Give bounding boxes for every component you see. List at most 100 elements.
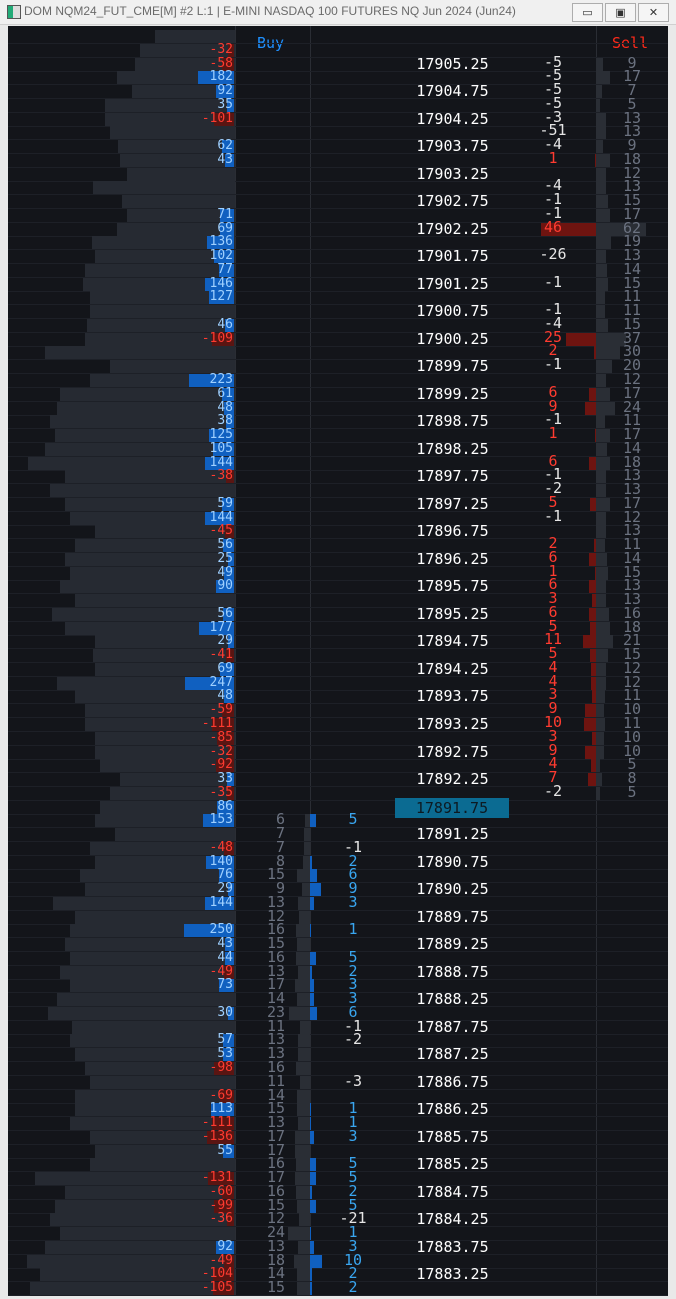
ladder-row[interactable]: 25 17896.25 14 6 <box>8 549 668 568</box>
ladder-row[interactable]: 48 24 9 <box>8 398 668 416</box>
price-label[interactable]: 17899.75 <box>416 357 489 376</box>
ladder-row[interactable]: 17885.25 16 5 <box>8 1155 668 1174</box>
ladder-row[interactable]: 13 -2 <box>8 481 668 499</box>
bid-size[interactable]: 15 <box>266 865 285 884</box>
price-label[interactable]: 17891.25 <box>416 825 489 844</box>
ladder-row[interactable]: 61 17899.25 17 6 <box>8 383 668 402</box>
bid-size[interactable]: 7 <box>275 824 285 843</box>
bid-size[interactable]: 14 <box>266 1085 285 1104</box>
ladder-row[interactable]: 177 18 5 <box>8 618 668 636</box>
bid-size[interactable]: 9 <box>275 879 285 898</box>
price-label[interactable]: 17893.75 <box>416 687 489 706</box>
price-label[interactable]: 17887.75 <box>416 1017 489 1036</box>
price-label[interactable]: 17894.75 <box>416 632 489 651</box>
ladder-row[interactable]: 44 16 5 <box>8 949 668 966</box>
price-label[interactable]: 17903.25 <box>416 164 489 183</box>
ladder-row[interactable]: -58 17905.25 9 -5 <box>8 53 668 72</box>
ladder-row[interactable]: 144 18 6 <box>8 453 668 471</box>
ladder-row[interactable]: 49 15 1 <box>8 563 668 581</box>
ladder-row[interactable]: 29 17890.25 9 9 <box>8 879 668 898</box>
ladder-row[interactable]: 53 17887.25 13 <box>8 1044 668 1063</box>
bid-size[interactable]: 13 <box>266 1044 285 1063</box>
ladder-row[interactable]: 17891.25 7 <box>8 824 668 844</box>
ask-size[interactable]: 17 <box>622 493 642 512</box>
ladder-row[interactable]: -32 17892.75 10 9 <box>8 742 668 760</box>
ladder-row[interactable]: -111 17893.25 11 10 <box>8 714 668 733</box>
ask-size[interactable]: 12 <box>622 163 642 182</box>
current-price[interactable]: 17891.75 <box>395 797 509 818</box>
price-label[interactable]: 17890.75 <box>416 852 489 871</box>
ladder-row[interactable]: 77 14 <box>8 261 668 278</box>
bid-size[interactable]: 23 <box>266 1002 285 1021</box>
price-label[interactable]: 17893.25 <box>416 715 489 733</box>
price-label[interactable]: 17897.75 <box>416 467 489 486</box>
ladder-row[interactable]: -101 17904.25 13 -3 <box>8 109 668 127</box>
price-label[interactable]: 17888.75 <box>416 962 489 981</box>
bid-size[interactable]: 15 <box>266 1099 285 1118</box>
ladder-row[interactable]: 17900.75 11 -1 <box>8 301 668 321</box>
bid-size[interactable]: 13 <box>266 1236 285 1255</box>
ladder-row[interactable]: 17899.75 20 -1 <box>8 357 668 376</box>
price-label[interactable]: 17897.25 <box>416 494 489 513</box>
price-label[interactable]: 17896.75 <box>416 522 489 541</box>
ladder-row[interactable]: -36 17884.25 12 -21 <box>8 1210 668 1229</box>
ladder-row[interactable]: 105 17898.25 14 <box>8 440 668 457</box>
price-label[interactable]: 17889.75 <box>416 907 489 926</box>
price-label[interactable]: 17885.75 <box>416 1127 489 1146</box>
bid-size[interactable]: 17 <box>266 1140 285 1159</box>
price-label[interactable]: 17896.25 <box>416 549 489 568</box>
ask-size[interactable]: 12 <box>622 370 642 388</box>
ladder-row[interactable]: 56 11 2 <box>8 536 668 554</box>
bid-size[interactable]: 13 <box>266 1113 285 1132</box>
ask-size[interactable]: 5 <box>627 782 637 801</box>
bid-size[interactable]: 6 <box>275 810 285 829</box>
ask-size[interactable]: 9 <box>627 53 637 72</box>
ask-size[interactable]: 17 <box>622 383 642 402</box>
ladder-row[interactable]: 29 17894.75 21 11 <box>8 631 668 651</box>
ask-size[interactable]: 5 <box>627 94 637 113</box>
price-label[interactable]: 17903.75 <box>416 137 489 156</box>
ladder-row[interactable]: 55 17 <box>8 1140 668 1159</box>
ladder-row[interactable]: 13 -4 <box>8 177 668 196</box>
ladder-row[interactable]: -49 17888.75 13 2 <box>8 961 668 981</box>
price-label[interactable]: 17900.75 <box>416 302 489 321</box>
ask-size[interactable]: 11 <box>622 714 642 732</box>
ask-size[interactable]: 11 <box>622 301 642 320</box>
ladder-row[interactable]: 33 17892.25 8 7 <box>8 770 668 788</box>
ask-size[interactable]: 13 <box>622 177 642 196</box>
price-label[interactable]: 17901.25 <box>416 274 489 293</box>
price-label[interactable]: 17889.25 <box>416 935 489 954</box>
ladder-row[interactable]: -69 14 <box>8 1085 668 1104</box>
ladder-row[interactable]: 73 17 3 <box>8 975 668 994</box>
bid-size[interactable]: 13 <box>266 892 285 911</box>
ask-size[interactable]: 13 <box>622 521 642 540</box>
bid-size[interactable]: 13 <box>266 961 285 980</box>
ask-size[interactable]: 21 <box>622 631 642 650</box>
minimize-button[interactable]: ▭ <box>572 3 603 22</box>
price-label[interactable]: 17883.25 <box>416 1265 489 1284</box>
ladder-row[interactable]: 144 13 3 <box>8 892 668 911</box>
price-label[interactable]: 17884.25 <box>416 1210 489 1229</box>
bid-size[interactable]: 16 <box>266 1058 285 1076</box>
ladder-row[interactable]: 24 1 <box>8 1225 668 1242</box>
bid-size[interactable]: 13 <box>266 1030 285 1049</box>
ladder-row[interactable]: 13 -51 <box>8 123 668 141</box>
ask-size[interactable]: 15 <box>622 191 642 210</box>
ladder-row[interactable]: 86 17891.75 <box>8 797 668 818</box>
ladder-row[interactable]: -131 17 5 <box>8 1170 668 1187</box>
ladder-row[interactable]: 43 17889.25 15 <box>8 935 668 954</box>
ladder-row[interactable]: 69 17894.25 12 4 <box>8 659 668 678</box>
bid-size[interactable]: 11 <box>266 1071 285 1090</box>
ask-size[interactable]: 18 <box>622 149 642 168</box>
price-label[interactable]: 17885.25 <box>416 1155 489 1174</box>
ask-size[interactable]: 12 <box>622 507 642 526</box>
restore-button[interactable]: ▣ <box>605 3 636 22</box>
bid-size[interactable]: 8 <box>275 851 285 870</box>
price-label[interactable]: 17894.25 <box>416 659 489 678</box>
ladder-row[interactable]: 17902.75 15 -1 <box>8 191 668 210</box>
ask-size[interactable]: 13 <box>622 590 642 609</box>
ladder-row[interactable]: 17886.75 11 -3 <box>8 1071 668 1090</box>
bid-size[interactable]: 17 <box>266 975 285 994</box>
ask-size[interactable]: 10 <box>622 727 642 746</box>
ladder-row[interactable]: 146 17901.25 15 -1 <box>8 274 668 293</box>
